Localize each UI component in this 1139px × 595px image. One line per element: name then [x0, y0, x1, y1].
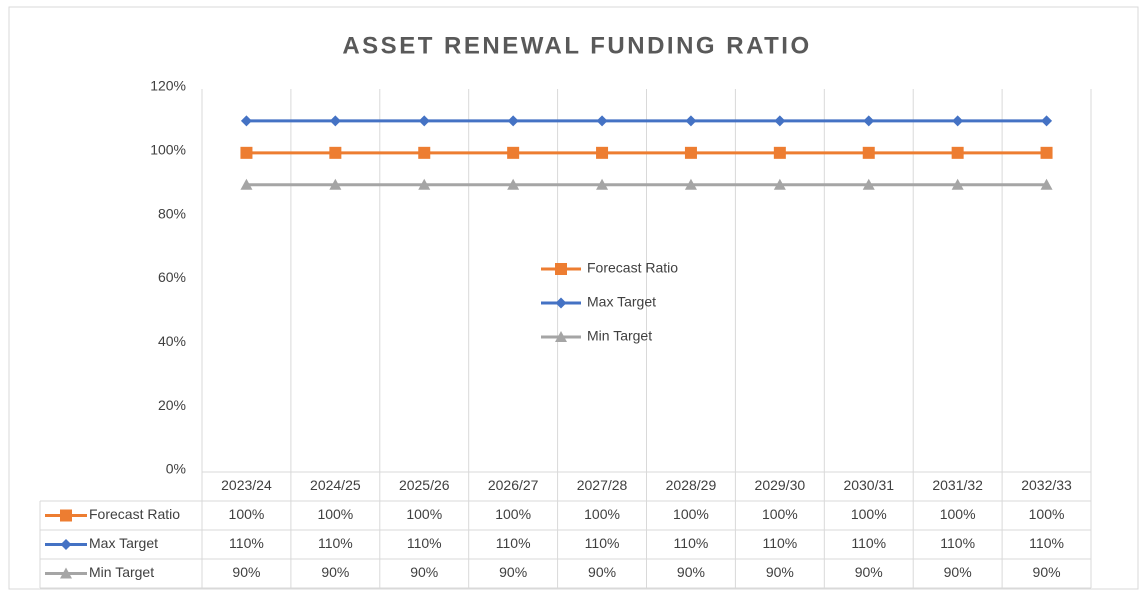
- table-cell: 110%: [940, 535, 975, 551]
- legend-label: Forecast Ratio: [587, 260, 678, 276]
- data-point: [240, 146, 253, 159]
- table-cell: 110%: [229, 535, 264, 551]
- data-point: [418, 178, 431, 190]
- chart-title: ASSET RENEWAL FUNDING RATIO: [342, 32, 811, 59]
- x-tick-label: 2027/28: [577, 477, 628, 493]
- y-tick-label: 0%: [166, 461, 186, 477]
- table-cell: 110%: [407, 535, 442, 551]
- data-point: [507, 146, 520, 159]
- table-row-header: Max Target: [89, 535, 158, 551]
- legend-label: Max Target: [587, 294, 656, 310]
- data-point: [596, 115, 608, 127]
- table-cell: 110%: [674, 535, 709, 551]
- table-cell: 90%: [588, 564, 616, 580]
- data-point: [240, 115, 252, 127]
- table-cell: 100%: [762, 506, 798, 522]
- table-cell: 100%: [851, 506, 887, 522]
- data-point: [418, 146, 431, 159]
- table-cell: 90%: [232, 564, 260, 580]
- y-tick-label: 80%: [158, 205, 186, 221]
- data-point: [685, 115, 697, 127]
- table-cell: 90%: [499, 564, 527, 580]
- legend-marker: [555, 297, 567, 309]
- data-point: [507, 178, 520, 190]
- data-point: [862, 178, 875, 190]
- data-point: [596, 178, 609, 190]
- y-tick-label: 60%: [158, 269, 186, 285]
- data-point: [952, 115, 964, 127]
- data-point: [329, 178, 342, 190]
- data-point: [951, 178, 964, 190]
- table-legend-marker: [60, 539, 72, 550]
- data-point: [862, 146, 875, 159]
- data-point: [774, 115, 786, 127]
- legend-label: Min Target: [587, 328, 652, 344]
- x-tick-label: 2030/31: [843, 477, 894, 493]
- x-tick-label: 2032/33: [1021, 477, 1072, 493]
- data-point: [240, 178, 253, 190]
- table-cell: 90%: [677, 564, 705, 580]
- y-tick-label: 20%: [158, 397, 186, 413]
- x-tick-label: 2025/26: [399, 477, 450, 493]
- table-cell: 110%: [585, 535, 620, 551]
- table-cell: 100%: [495, 506, 531, 522]
- y-tick-label: 100%: [150, 142, 186, 158]
- table-cell: 110%: [1029, 535, 1064, 551]
- data-point: [329, 115, 341, 127]
- y-tick-label: 120%: [150, 78, 186, 94]
- table-cell: 100%: [584, 506, 620, 522]
- data-point: [596, 146, 609, 159]
- chart-frame: [8, 6, 1139, 590]
- table-cell: 100%: [406, 506, 442, 522]
- x-tick-label: 2023/24: [221, 477, 272, 493]
- table-cell: 90%: [410, 564, 438, 580]
- data-point: [951, 146, 964, 159]
- data-point: [684, 178, 697, 190]
- table-cell: 100%: [1029, 506, 1065, 522]
- legend-marker: [555, 263, 567, 275]
- table-cell: 100%: [673, 506, 709, 522]
- data-point: [1041, 115, 1053, 127]
- data-point: [773, 146, 786, 159]
- table-legend-marker: [60, 567, 72, 579]
- table-legend-marker: [60, 509, 72, 522]
- data-point: [418, 115, 430, 127]
- x-tick-label: 2028/29: [666, 477, 717, 493]
- table-cell: 110%: [496, 535, 531, 551]
- table-cell: 100%: [940, 506, 976, 522]
- table-cell: 110%: [762, 535, 797, 551]
- table-cell: 90%: [855, 564, 883, 580]
- x-tick-label: 2024/25: [310, 477, 361, 493]
- y-tick-label: 40%: [158, 333, 186, 349]
- table-cell: 90%: [944, 564, 972, 580]
- data-point: [1040, 178, 1053, 190]
- table-cell: 110%: [318, 535, 353, 551]
- table-cell: 90%: [1033, 564, 1061, 580]
- legend-marker: [555, 331, 567, 342]
- x-tick-label: 2026/27: [488, 477, 539, 493]
- table-cell: 100%: [229, 506, 265, 522]
- table-cell: 110%: [851, 535, 886, 551]
- table-cell: 90%: [766, 564, 794, 580]
- table-row-header: Forecast Ratio: [89, 506, 180, 522]
- table-cell: 100%: [317, 506, 353, 522]
- data-point: [863, 115, 875, 127]
- table-row-header: Min Target: [89, 564, 154, 580]
- x-tick-label: 2031/32: [932, 477, 983, 493]
- data-point: [329, 146, 342, 159]
- data-point: [507, 115, 519, 127]
- table-cell: 90%: [321, 564, 349, 580]
- data-point: [684, 146, 697, 159]
- data-point: [773, 178, 786, 190]
- x-tick-label: 2029/30: [755, 477, 806, 493]
- data-point: [1040, 146, 1053, 159]
